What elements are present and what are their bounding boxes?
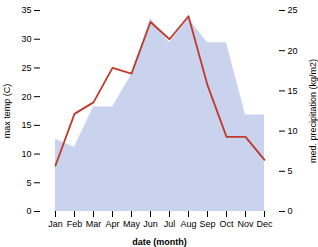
svg-text:med. precipitation (kg/m2): med. precipitation (kg/m2)	[308, 59, 318, 163]
svg-text:max temp (C): max temp (C)	[2, 84, 12, 139]
svg-text:Apr: Apr	[105, 219, 119, 229]
svg-text:15: 15	[288, 86, 298, 96]
svg-text:20: 20	[21, 92, 31, 102]
svg-text:0: 0	[288, 206, 293, 216]
svg-text:Jul: Jul	[164, 219, 176, 229]
svg-text:Nov: Nov	[237, 219, 254, 229]
svg-text:30: 30	[21, 34, 31, 44]
svg-text:date (month): date (month)	[132, 237, 187, 247]
svg-text:5: 5	[26, 178, 31, 188]
svg-text:Aug: Aug	[180, 219, 196, 229]
svg-text:Feb: Feb	[67, 219, 83, 229]
svg-text:Dec: Dec	[256, 219, 273, 229]
svg-text:Oct: Oct	[219, 219, 234, 229]
svg-text:35: 35	[21, 5, 31, 15]
svg-text:25: 25	[288, 5, 298, 15]
svg-text:10: 10	[21, 149, 31, 159]
svg-text:Mar: Mar	[86, 219, 102, 229]
svg-text:10: 10	[288, 126, 298, 136]
svg-text:Jan: Jan	[48, 219, 63, 229]
svg-text:25: 25	[21, 63, 31, 73]
svg-text:May: May	[123, 219, 141, 229]
svg-text:Jun: Jun	[143, 219, 158, 229]
svg-text:0: 0	[26, 206, 31, 216]
svg-text:5: 5	[288, 166, 293, 176]
svg-text:15: 15	[21, 120, 31, 130]
svg-text:20: 20	[288, 46, 298, 56]
svg-text:Sep: Sep	[199, 219, 215, 229]
